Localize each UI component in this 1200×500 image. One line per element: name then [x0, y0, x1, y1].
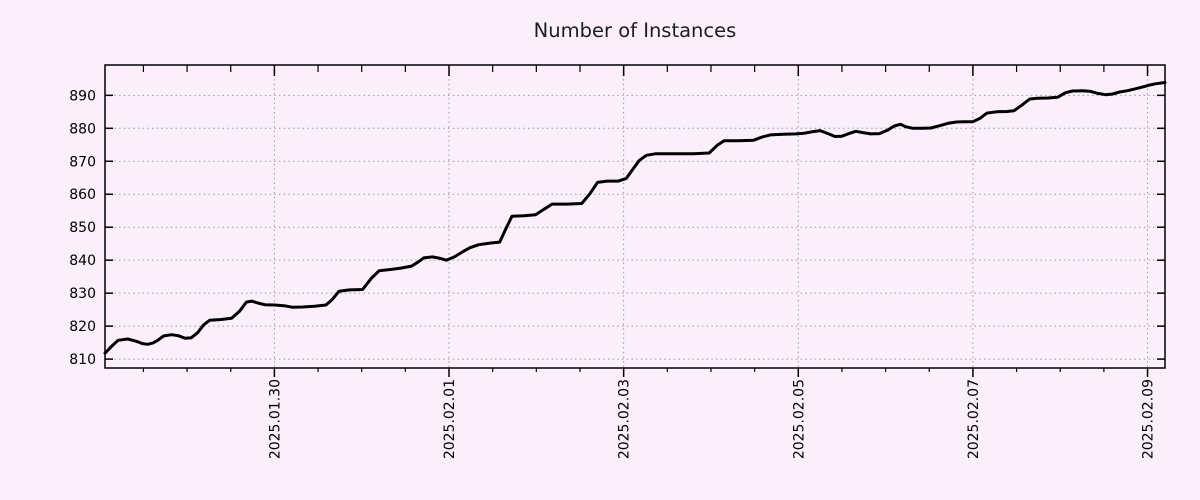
- grid-lines: [105, 65, 1165, 368]
- axis-ticks: [105, 65, 1165, 377]
- series-line: [103, 81, 1167, 355]
- chart-title: Number of Instances: [534, 19, 737, 42]
- y-tick-label: 870: [69, 154, 96, 170]
- x-tick-label: 2025.02.07: [966, 379, 982, 459]
- x-tick-label: 2025.02.09: [1141, 379, 1157, 459]
- y-tick-label: 860: [69, 187, 96, 203]
- y-tick-label: 890: [69, 88, 96, 104]
- y-tick-label: 880: [69, 121, 96, 137]
- series-layer: [103, 81, 1167, 355]
- y-tick-label: 840: [69, 253, 96, 269]
- x-tick-label: 2025.02.03: [617, 379, 633, 459]
- y-tick-label: 830: [69, 286, 96, 302]
- y-tick-label: 850: [69, 220, 96, 236]
- plot-border: [104, 64, 1166, 369]
- y-tick-label: 810: [69, 352, 96, 368]
- x-tick-label: 2025.01.30: [267, 379, 283, 459]
- x-tick-label: 2025.02.05: [791, 379, 807, 459]
- x-tick-label: 2025.02.01: [442, 379, 458, 459]
- axis-labels: 810 820 830 840 850 860 870 880 890 2025.01.30 202…: [69, 88, 1156, 459]
- y-tick-label: 820: [69, 319, 96, 335]
